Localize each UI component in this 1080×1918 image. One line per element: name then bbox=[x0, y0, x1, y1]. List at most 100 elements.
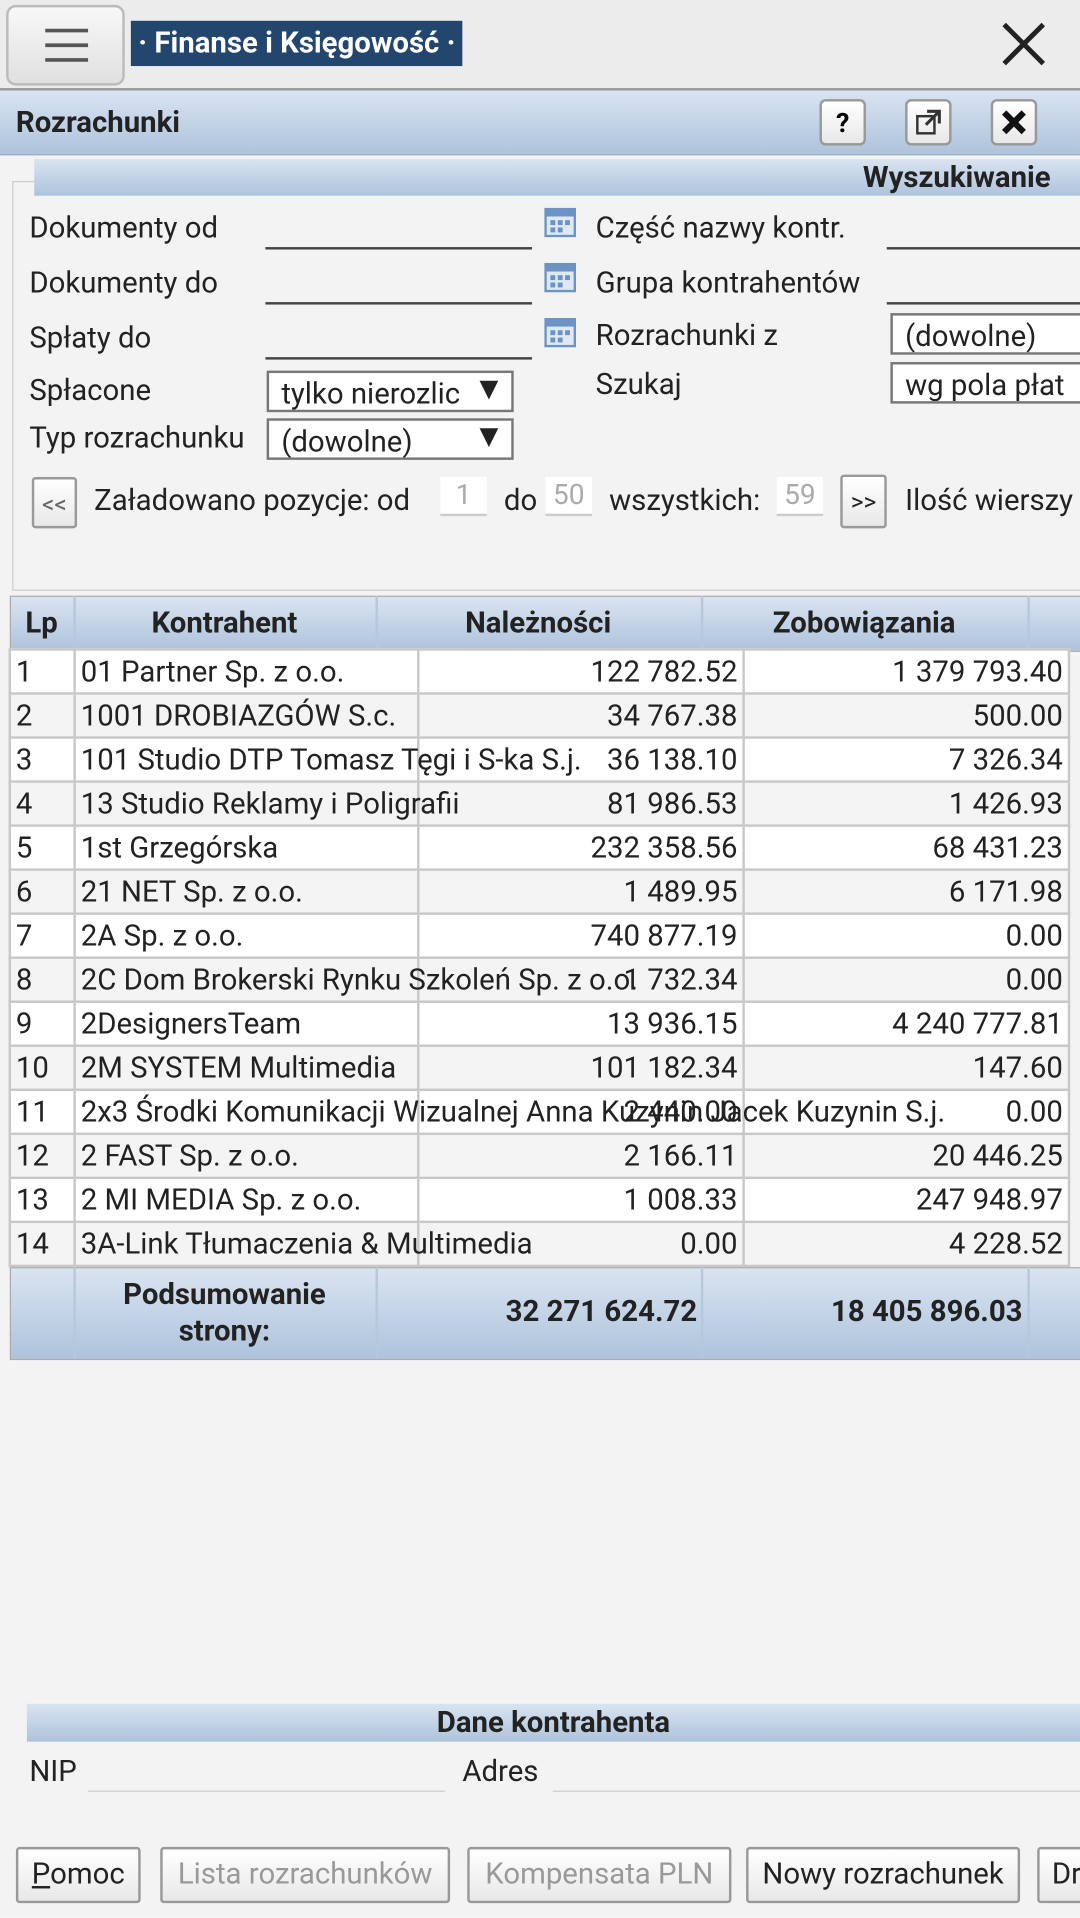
table-cell: 01 Partner Sp. z o.o. bbox=[73, 648, 420, 695]
page-to[interactable]: 50 bbox=[545, 477, 592, 517]
action-button[interactable]: Dr bbox=[1037, 1846, 1080, 1904]
table-row[interactable]: 4 13 Studio Reklamy i Poligrafii 81 986.53… bbox=[8, 780, 1071, 827]
table-cell: 2DesignersTeam bbox=[73, 1000, 420, 1047]
table-row[interactable]: 2 1001 DROBIAZGÓW S.c. 34 767.38 500.00 bbox=[8, 692, 1071, 739]
address-label: Adres bbox=[462, 1753, 539, 1789]
table-row[interactable]: 1 01 Partner Sp. z o.o. 122 782.52 1 379 79… bbox=[8, 648, 1071, 695]
action-button[interactable]: Pomoc bbox=[15, 1846, 141, 1904]
table-cell: 81 986.53 bbox=[417, 780, 745, 827]
calendar-icon[interactable] bbox=[544, 261, 577, 300]
table-cell: 9 bbox=[8, 1000, 76, 1047]
table-row[interactable]: 14 3A-Link Tłumaczenia & Multimedia 0.00 4 … bbox=[8, 1220, 1071, 1268]
table-cell: 4 240 777.81 bbox=[742, 1000, 1071, 1047]
column-header[interactable]: Lp bbox=[10, 595, 76, 650]
dropdown[interactable]: tylko nierozlic bbox=[266, 370, 514, 413]
date-field[interactable] bbox=[265, 263, 533, 305]
table-cell: 3A-Link Tłumaczenia & Multimedia bbox=[73, 1220, 533, 1268]
date-field[interactable] bbox=[265, 208, 533, 250]
action-button[interactable]: Nowy rozrachunek bbox=[746, 1846, 1021, 1904]
summary-divider bbox=[73, 1267, 378, 1358]
field-label: Grupa kontrahentów bbox=[595, 265, 861, 300]
table-cell: 13 936.15 bbox=[417, 1000, 745, 1047]
table-cell: 1st Grzegórska bbox=[73, 824, 420, 871]
table-cell: 8 bbox=[8, 956, 76, 1003]
calendar-icon[interactable] bbox=[544, 205, 577, 244]
table-cell: 0.00 bbox=[417, 1220, 745, 1268]
text-field[interactable] bbox=[886, 208, 1080, 250]
table-cell: 11 bbox=[8, 1088, 76, 1136]
table-row[interactable]: 11 2x3 Środki Komunikacji Wizualnej Anna … bbox=[8, 1088, 1071, 1136]
table-cell: 2 440.00 bbox=[417, 1088, 745, 1136]
panel-icon-button[interactable]: ? bbox=[819, 99, 866, 146]
field-label: Rozrachunki z bbox=[595, 318, 778, 353]
panel-header bbox=[0, 90, 1080, 156]
panel-icon-button[interactable] bbox=[905, 99, 952, 146]
field-label: Szukaj bbox=[595, 366, 682, 402]
table-cell: 2x3 Środki Komunikacji Wizualnej Anna Ku… bbox=[73, 1088, 945, 1136]
pager-label: Załadowano pozycje: od bbox=[94, 483, 411, 518]
table-cell: 1 bbox=[8, 648, 76, 695]
table-row[interactable]: 9 2DesignersTeam 13 936.15 4 240 777.81 bbox=[8, 1000, 1071, 1047]
field-label: Spłacone bbox=[29, 373, 152, 408]
table-cell: 13 bbox=[8, 1176, 76, 1224]
action-button[interactable]: Lista rozrachunków bbox=[160, 1846, 451, 1904]
table-cell: 1001 DROBIAZGÓW S.c. bbox=[73, 692, 420, 739]
page-all[interactable]: 59 bbox=[776, 477, 824, 517]
table-cell: 5 bbox=[8, 824, 76, 871]
action-button[interactable]: Kompensata PLN bbox=[467, 1846, 732, 1904]
dropdown-arrow: ▼ bbox=[479, 420, 499, 451]
table-row[interactable]: 7 2A Sp. z o.o. 740 877.19 0.00 bbox=[8, 912, 1071, 959]
summary-divider bbox=[10, 1267, 76, 1358]
table-row[interactable]: 10 2M SYSTEM Multimedia 101 182.34 147.60 bbox=[8, 1044, 1071, 1092]
next-button[interactable]: >> bbox=[840, 474, 887, 529]
dropdown[interactable]: (dowolne) bbox=[890, 313, 1080, 355]
contractor-title: Dane kontrahenta bbox=[26, 1703, 1080, 1742]
table-cell: 740 877.19 bbox=[417, 912, 745, 959]
table-cell: 6 bbox=[8, 868, 76, 915]
table-row[interactable]: 13 2 MI MEDIA Sp. z o.o. 1 008.33 247 948.9… bbox=[8, 1176, 1071, 1224]
summary-label: Podsumowanie strony: bbox=[123, 1276, 326, 1348]
address-field[interactable] bbox=[552, 1790, 1080, 1792]
dropdown-arrow: ▼ bbox=[479, 373, 499, 403]
column-header[interactable]: Zobowiązania bbox=[701, 595, 1030, 650]
table-row[interactable]: 3 101 Studio DTP Tomasz Tęgi i S-ka S.j. 3… bbox=[8, 736, 1071, 783]
date-field[interactable] bbox=[265, 318, 533, 360]
calendar-icon[interactable] bbox=[544, 316, 577, 355]
data-table: 1 01 Partner Sp. z o.o. 122 782.52 1 379 79… bbox=[8, 648, 1071, 1268]
column-header[interactable]: Kontrahent bbox=[73, 595, 378, 650]
table-cell: 12 bbox=[8, 1132, 76, 1180]
table-cell: 101 Studio DTP Tomasz Tęgi i S-ka S.j. bbox=[73, 736, 582, 783]
table-cell: 4 228.52 bbox=[742, 1220, 1071, 1268]
table-row[interactable]: 6 21 NET Sp. z o.o. 1 489.95 6 171.98 bbox=[8, 868, 1071, 915]
table-row[interactable]: 8 2C Dom Brokerski Rynku Szkoleń Sp. z o.… bbox=[8, 956, 1071, 1003]
table-cell: 1 426.93 bbox=[742, 780, 1071, 827]
table-row[interactable]: 12 2 FAST Sp. z o.o. 2 166.11 20 446.25 bbox=[8, 1132, 1071, 1180]
table-cell: 4 bbox=[8, 780, 76, 827]
menu-button[interactable] bbox=[6, 4, 125, 86]
table-cell: 21 NET Sp. z o.o. bbox=[73, 868, 420, 915]
table-cell: 2 FAST Sp. z o.o. bbox=[73, 1132, 420, 1180]
pager-label: wszystkich: bbox=[609, 483, 761, 518]
dropdown[interactable]: wg pola płat bbox=[890, 362, 1080, 404]
prev-button[interactable]: << bbox=[31, 477, 78, 529]
column-header[interactable]: Należności bbox=[375, 595, 704, 650]
table-cell: 6 171.98 bbox=[742, 868, 1071, 915]
close-button[interactable] bbox=[997, 17, 1051, 71]
table-cell: 13 Studio Reklamy i Poligrafii bbox=[73, 780, 459, 827]
dropdown[interactable]: (dowolne) bbox=[266, 418, 514, 460]
pager-label: do bbox=[503, 483, 538, 518]
table-cell: 1 379 793.40 bbox=[742, 648, 1071, 695]
svg-text:?: ? bbox=[836, 107, 849, 139]
nip-field[interactable] bbox=[88, 1790, 446, 1792]
summary-liabilities: 18 405 896.03 bbox=[830, 1294, 1023, 1329]
summary-divider bbox=[701, 1267, 1030, 1358]
page-from[interactable]: 1 bbox=[440, 477, 487, 517]
app-title: · Finanse i Księgowość · bbox=[130, 20, 463, 67]
menu-icon bbox=[45, 28, 89, 62]
table-row[interactable]: 5 1st Grzegórska 232 358.56 68 431.23 bbox=[8, 824, 1071, 871]
panel-icon-button[interactable] bbox=[990, 99, 1038, 146]
table-cell: 20 446.25 bbox=[742, 1132, 1071, 1180]
text-field[interactable] bbox=[886, 263, 1080, 305]
table-cell: 7 326.34 bbox=[742, 736, 1071, 783]
